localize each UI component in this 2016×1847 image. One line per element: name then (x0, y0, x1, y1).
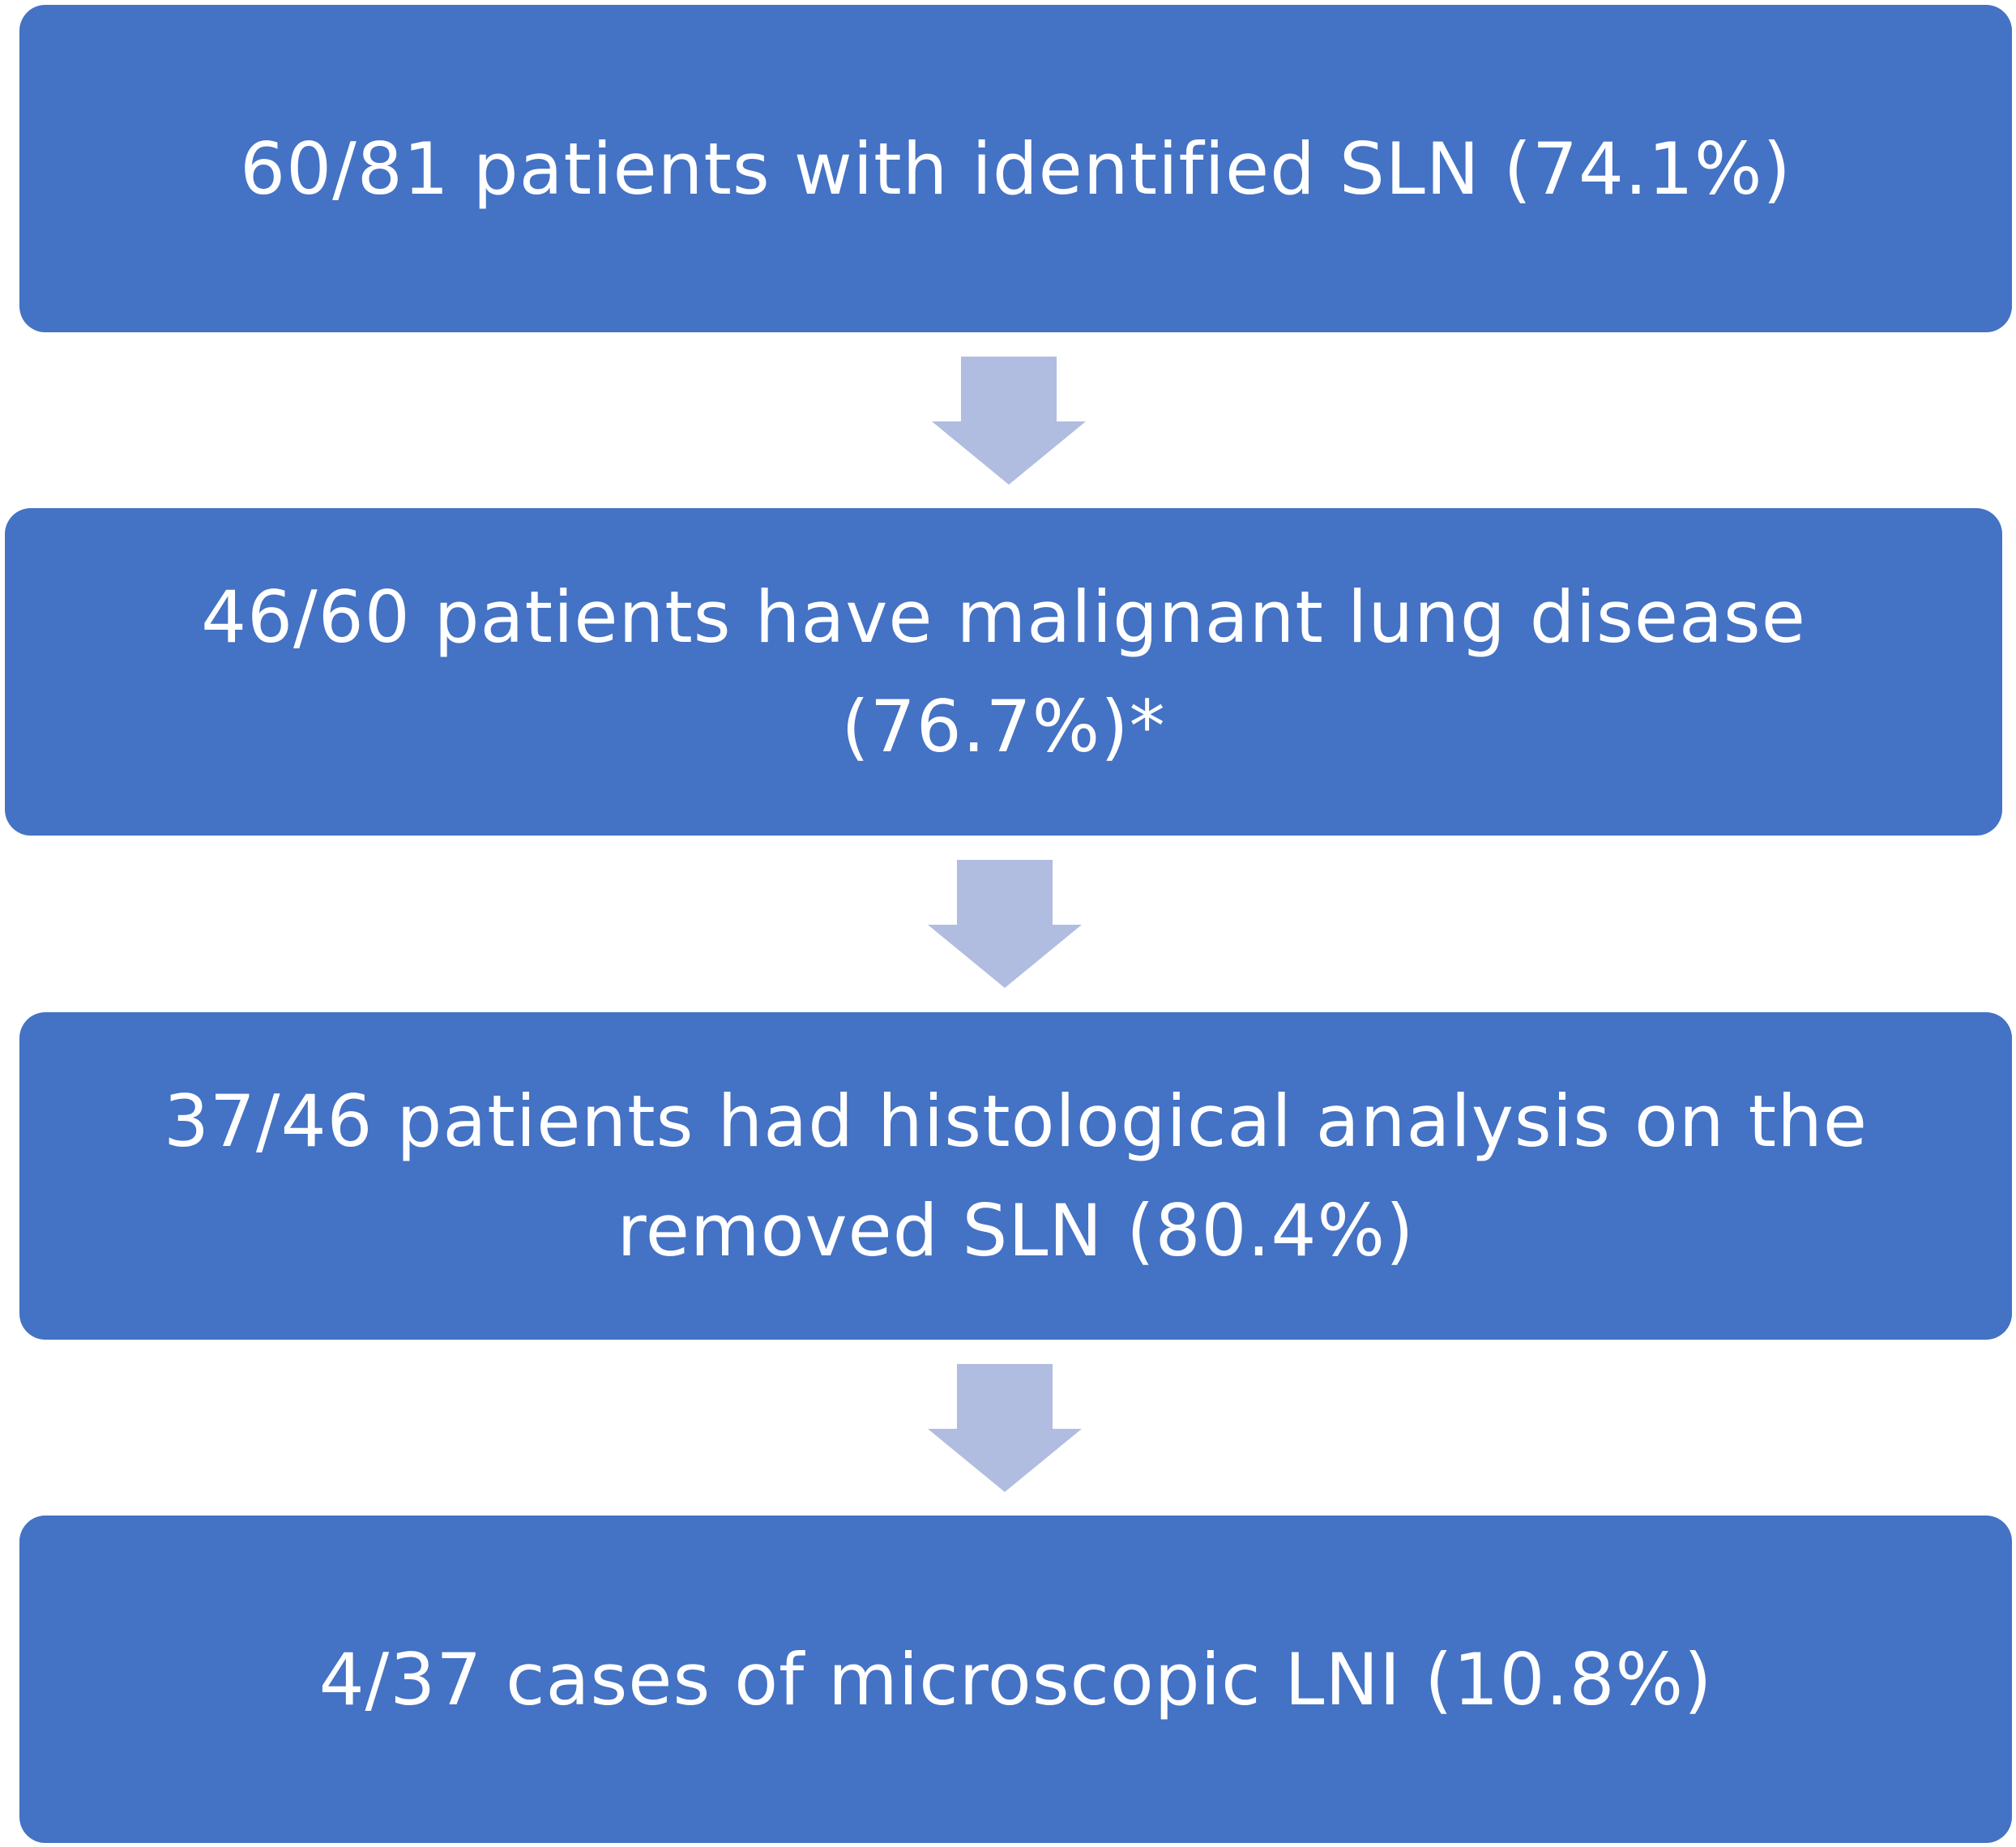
flow-step-2-line-2: (76.7%)* (841, 685, 1166, 768)
flow-step-2-line-1: 46/60 patients have malignant lung disea… (201, 575, 1806, 659)
flow-step-4: 4/37 cases of microscopic LNI (10.8%) (19, 1516, 2012, 1843)
down-arrow-icon (928, 1364, 1082, 1492)
flow-step-3-line-2: removed SLN (80.4%) (617, 1189, 1415, 1272)
flow-step-1: 60/81 patients with identified SLN (74.1… (19, 5, 2012, 332)
down-arrow-icon (932, 357, 1086, 485)
flow-step-3-line-1: 37/46 patients had histological analysis… (163, 1080, 1869, 1163)
flow-step-4-text: 4/37 cases of microscopic LNI (10.8%) (318, 1637, 1713, 1721)
flow-step-2-text: 46/60 patients have malignant lung disea… (201, 562, 1806, 781)
flow-step-3-text: 37/46 patients had histological analysis… (164, 1067, 1868, 1285)
flow-step-1-text: 60/81 patients with identified SLN (74.1… (240, 126, 1792, 211)
flow-step-2: 46/60 patients have malignant lung disea… (5, 508, 2002, 836)
flow-step-3: 37/46 patients had histological analysis… (19, 1012, 2012, 1340)
down-arrow-icon (928, 860, 1082, 988)
